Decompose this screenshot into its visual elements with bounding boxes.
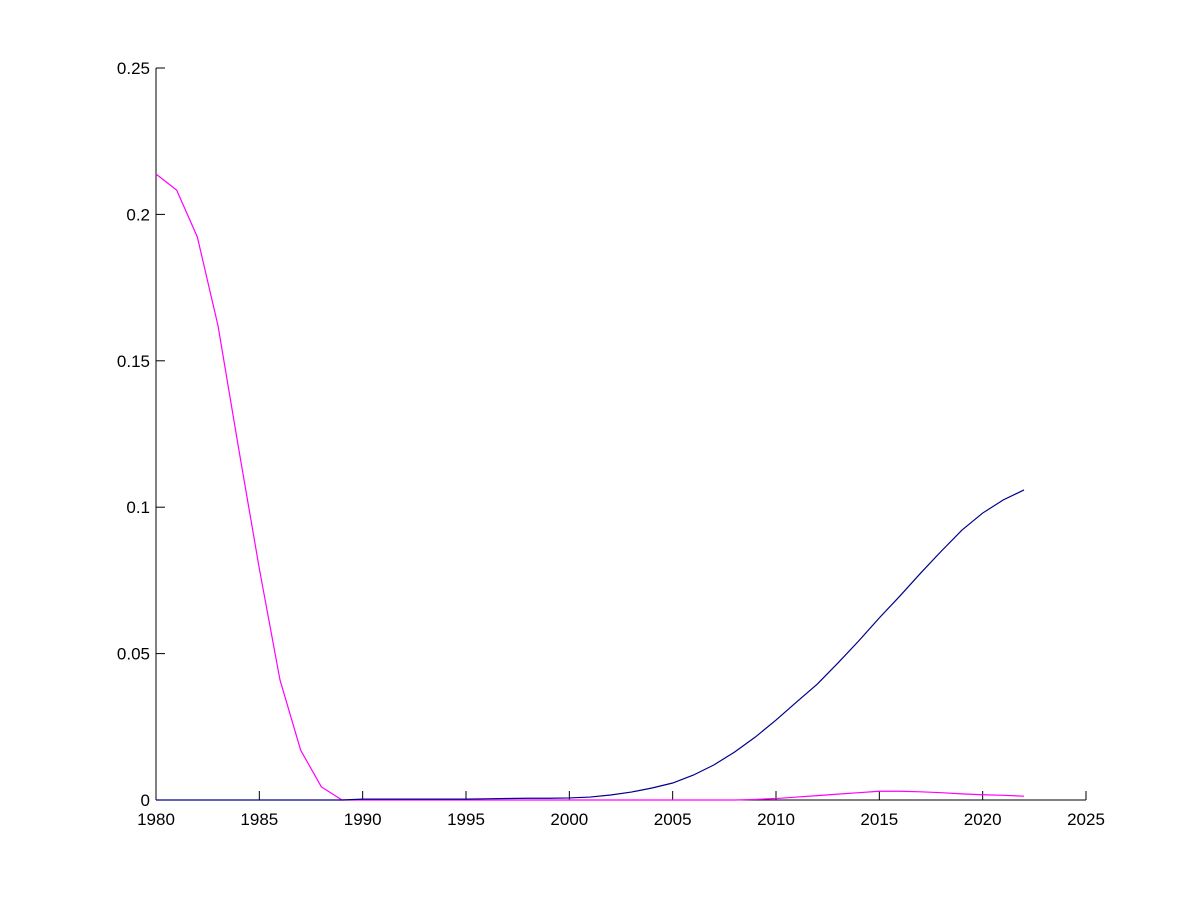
y-tick-label: 0 bbox=[141, 791, 150, 810]
x-tick-label: 2015 bbox=[860, 810, 898, 829]
x-tick-label: 1980 bbox=[137, 810, 175, 829]
x-tick-label: 2010 bbox=[757, 810, 795, 829]
y-tick-label: 0.1 bbox=[126, 498, 150, 517]
series-line bbox=[156, 489, 1025, 801]
x-tick-label: 2000 bbox=[550, 810, 588, 829]
series-line bbox=[155, 173, 1025, 801]
x-tick-label: 1990 bbox=[344, 810, 382, 829]
y-tick-label: 0.2 bbox=[126, 205, 150, 224]
x-tick-label: 2005 bbox=[654, 810, 692, 829]
x-tick-label: 2025 bbox=[1067, 810, 1105, 829]
x-tick-label: 1985 bbox=[240, 810, 278, 829]
x-tick-label: 1995 bbox=[447, 810, 485, 829]
y-tick-label: 0.05 bbox=[117, 645, 150, 664]
y-tick-label: 0.25 bbox=[117, 59, 150, 78]
y-tick-label: 0.15 bbox=[117, 352, 150, 371]
x-tick-label: 2020 bbox=[964, 810, 1002, 829]
